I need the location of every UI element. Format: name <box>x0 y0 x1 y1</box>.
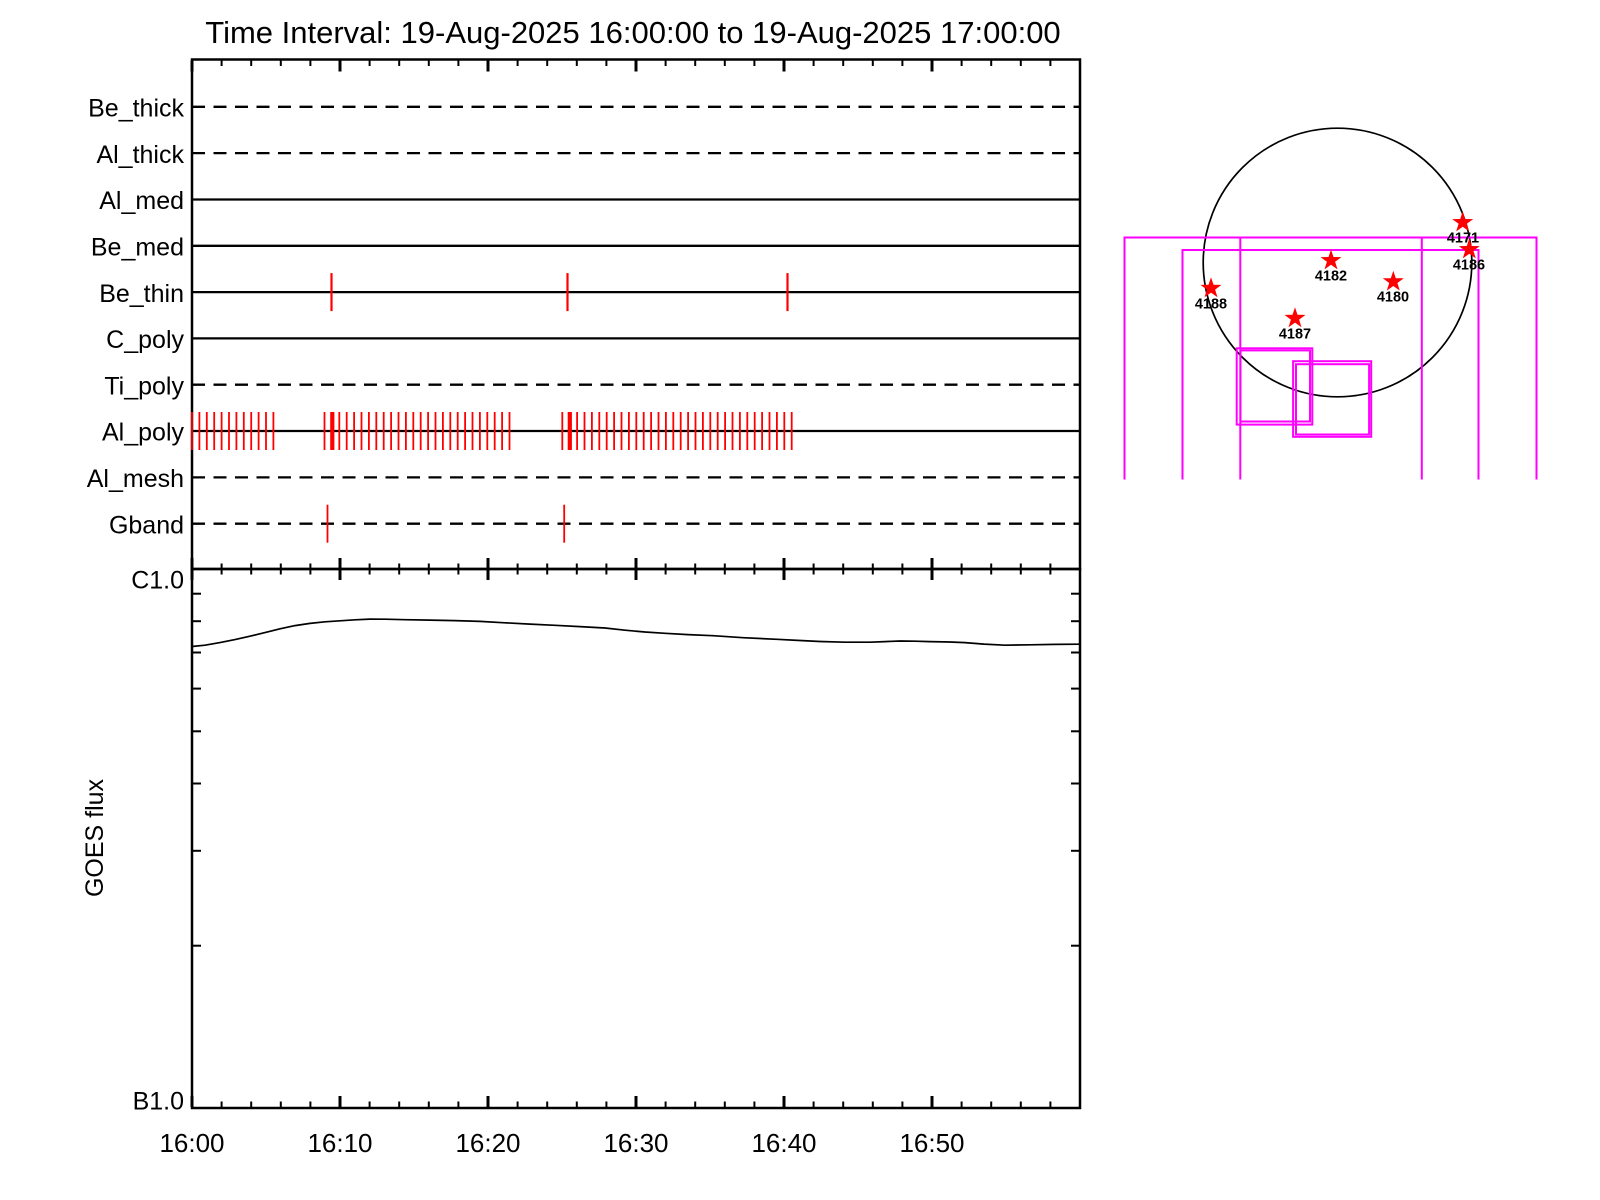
svg-text:Be_thin: Be_thin <box>99 280 184 308</box>
svg-text:C1.0: C1.0 <box>131 567 184 595</box>
svg-text:Time Interval: 19-Aug-2025 16:: Time Interval: 19-Aug-2025 16:00:00 to 1… <box>205 15 1060 50</box>
svg-text:16:50: 16:50 <box>899 1128 964 1158</box>
svg-text:Al_med: Al_med <box>99 187 184 215</box>
svg-text:GOES flux: GOES flux <box>81 778 109 897</box>
svg-text:Al_thick: Al_thick <box>96 141 184 169</box>
svg-text:Gband: Gband <box>109 511 184 539</box>
svg-text:Ti_poly: Ti_poly <box>104 372 184 400</box>
svg-text:16:00: 16:00 <box>159 1128 224 1158</box>
svg-text:Be_med: Be_med <box>91 234 184 262</box>
svg-text:16:20: 16:20 <box>455 1128 520 1158</box>
svg-text:16:30: 16:30 <box>603 1128 668 1158</box>
svg-text:4186: 4186 <box>1453 258 1485 274</box>
svg-text:B1.0: B1.0 <box>133 1088 184 1116</box>
svg-text:4188: 4188 <box>1195 296 1227 312</box>
svg-text:4182: 4182 <box>1315 269 1347 285</box>
svg-text:Al_mesh: Al_mesh <box>87 465 184 493</box>
svg-text:Al_poly: Al_poly <box>102 419 184 447</box>
svg-text:4171: 4171 <box>1447 231 1479 247</box>
svg-text:4187: 4187 <box>1279 326 1311 342</box>
svg-text:16:10: 16:10 <box>307 1128 372 1158</box>
svg-text:Be_thick: Be_thick <box>88 95 184 123</box>
svg-text:C_poly: C_poly <box>106 326 184 354</box>
svg-text:16:40: 16:40 <box>751 1128 816 1158</box>
svg-text:4180: 4180 <box>1377 290 1409 306</box>
